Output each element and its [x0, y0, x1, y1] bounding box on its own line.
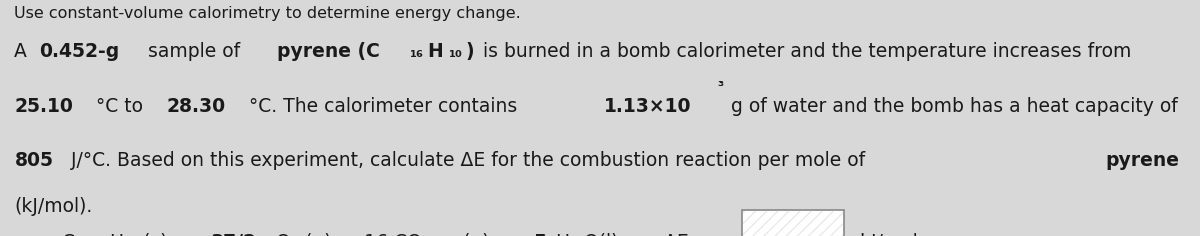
Text: O(l): O(l)	[583, 233, 618, 236]
Text: ₁₆: ₁₆	[409, 45, 424, 60]
Text: kJ/mol: kJ/mol	[854, 233, 918, 236]
Text: ΔE =: ΔE =	[628, 233, 716, 236]
Text: C: C	[14, 233, 76, 236]
Text: ₁₀: ₁₀	[448, 45, 462, 60]
Text: A: A	[14, 42, 34, 61]
FancyBboxPatch shape	[743, 210, 845, 236]
Text: (g) +: (g) +	[463, 233, 517, 236]
Text: 0.452-g: 0.452-g	[38, 42, 119, 61]
Text: 25.10: 25.10	[14, 97, 73, 116]
Text: sample of: sample of	[143, 42, 246, 61]
Text: pyrene (C: pyrene (C	[277, 42, 379, 61]
Text: H: H	[109, 233, 124, 236]
Text: 1.13×10: 1.13×10	[605, 97, 692, 116]
Text: Use constant-volume calorimetry to determine energy change.: Use constant-volume calorimetry to deter…	[14, 6, 521, 21]
Text: ³: ³	[718, 80, 724, 94]
Text: °C. The calorimeter contains: °C. The calorimeter contains	[242, 97, 523, 116]
Text: °C to: °C to	[90, 97, 149, 116]
Text: 28.30: 28.30	[167, 97, 226, 116]
Text: is burned in a bomb calorimeter and the temperature increases from: is burned in a bomb calorimeter and the …	[476, 42, 1132, 61]
Text: ): )	[466, 42, 474, 61]
Text: H: H	[550, 233, 570, 236]
Text: pyrene: pyrene	[1105, 151, 1178, 170]
Text: 37/2: 37/2	[211, 233, 257, 236]
Text: (s) +: (s) +	[143, 233, 196, 236]
Text: 805: 805	[14, 151, 54, 170]
Text: (g) ⟶16 CO: (g) ⟶16 CO	[305, 233, 421, 236]
Text: O: O	[270, 233, 290, 236]
Text: (kJ/mol).: (kJ/mol).	[14, 197, 92, 216]
Text: H: H	[427, 42, 443, 61]
Text: J/°C. Based on this experiment, calculate ΔE for the combustion reaction per mol: J/°C. Based on this experiment, calculat…	[65, 151, 871, 170]
Text: g of water and the bomb has a heat capacity of: g of water and the bomb has a heat capac…	[725, 97, 1178, 116]
Text: 5: 5	[533, 233, 546, 236]
